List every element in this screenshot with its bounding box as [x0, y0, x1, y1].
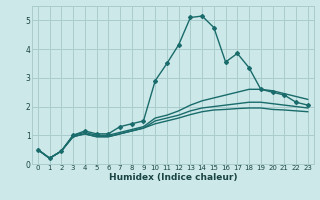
X-axis label: Humidex (Indice chaleur): Humidex (Indice chaleur) [108, 173, 237, 182]
